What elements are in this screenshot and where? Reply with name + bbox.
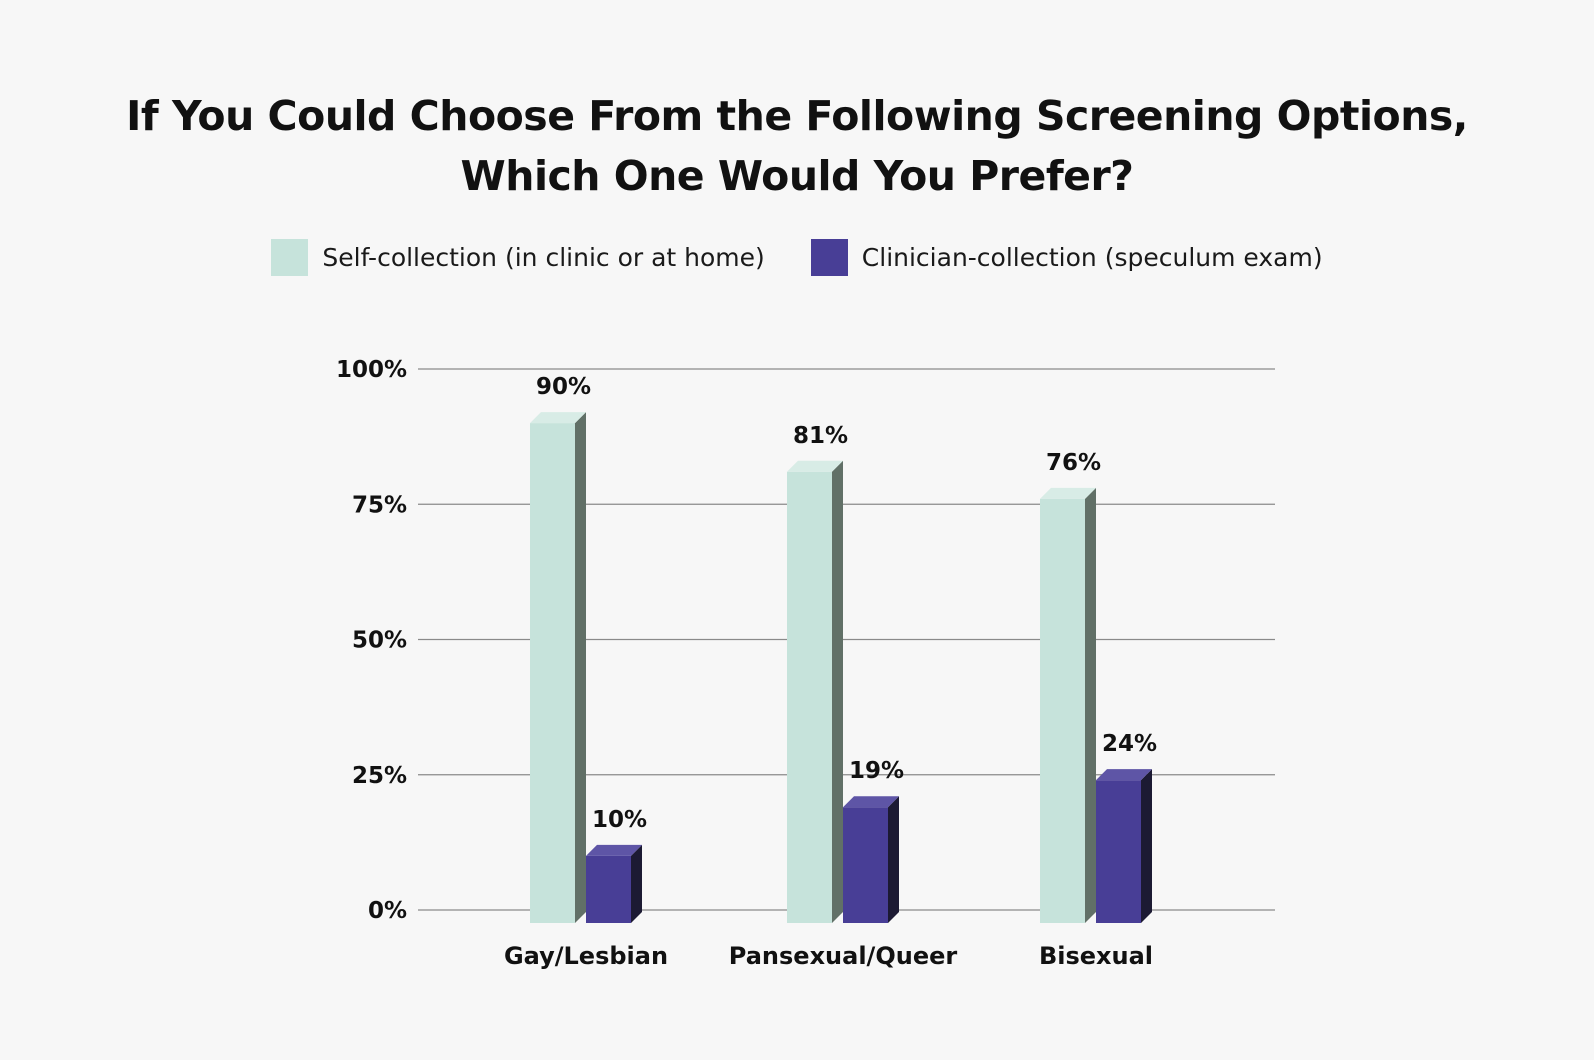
legend-item-self-collection: Self-collection (in clinic or at home) [271,239,765,276]
bar-self-collection-gay-lesbian [530,412,586,923]
x-category-label-pansexual-queer: Pansexual/Queer [729,942,958,970]
x-category-label-gay-lesbian: Gay/Lesbian [504,942,668,970]
y-tick-label-50: 50% [352,628,407,654]
bar-clinician-collection-bisexual [1096,769,1152,923]
legend-swatch-clinician-collection [810,239,848,276]
value-label-self-collection-pansexual-queer: 81% [793,423,848,449]
bar-self-collection-pansexual-queer [787,460,843,923]
bar-side-face [1085,487,1096,923]
x-category-label-bisexual: Bisexual [1039,942,1153,970]
x-axis-category-labels: Gay/Lesbian Pansexual/Queer Bisexual [504,942,1153,970]
y-tick-label-75: 75% [352,492,407,518]
bar-top-face [1096,769,1152,781]
bar-front-face [1096,780,1141,923]
value-label-self-collection-gay-lesbian: 90% [536,374,591,400]
value-label-clinician-collection-pansexual-queer: 19% [849,758,904,784]
bar-side-face [888,796,899,923]
legend-item-clinician-collection: Clinician-collection (speculum exam) [810,239,1323,276]
value-label-self-collection-bisexual: 76% [1046,450,1101,476]
y-tick-label-0: 0% [368,898,407,924]
value-labels: 90% 10% 81% 19% 76% 24% [536,374,1157,833]
chart-title: If You Could Choose From the Following S… [0,86,1594,206]
legend-label-clinician-collection: Clinician-collection (speculum exam) [861,243,1323,272]
bar-clinician-collection-pansexual-queer [843,796,899,923]
legend-swatch-self-collection [271,239,309,276]
bar-front-face [586,855,631,923]
bar-top-face [530,412,586,424]
bar-side-face [1141,769,1152,923]
bar-front-face [843,807,888,923]
bar-top-face [843,796,899,808]
value-label-clinician-collection-gay-lesbian: 10% [592,807,647,833]
bar-front-face [787,471,832,923]
chart-title-line-1: If You Could Choose From the Following S… [126,92,1468,140]
bar-top-face [787,460,843,472]
bars [530,412,1152,923]
legend-label-self-collection: Self-collection (in clinic or at home) [322,243,765,272]
y-tick-label-100: 100% [336,357,407,383]
bar-side-face [575,412,586,923]
bar-side-face [631,844,642,923]
bar-top-face [1040,487,1096,499]
bar-top-face [586,844,642,856]
bar-front-face [530,423,575,923]
bar-front-face [1040,498,1085,923]
y-tick-label-25: 25% [352,763,407,789]
y-axis-tick-labels: 0% 25% 50% 75% 100% [336,357,407,924]
bar-clinician-collection-gay-lesbian [586,844,642,923]
chart-legend: Self-collection (in clinic or at home) C… [0,239,1594,276]
value-label-clinician-collection-bisexual: 24% [1102,731,1157,757]
chart-title-line-2: Which One Would You Prefer? [460,152,1134,200]
bar-self-collection-bisexual [1040,487,1096,923]
bar-side-face [832,460,843,923]
